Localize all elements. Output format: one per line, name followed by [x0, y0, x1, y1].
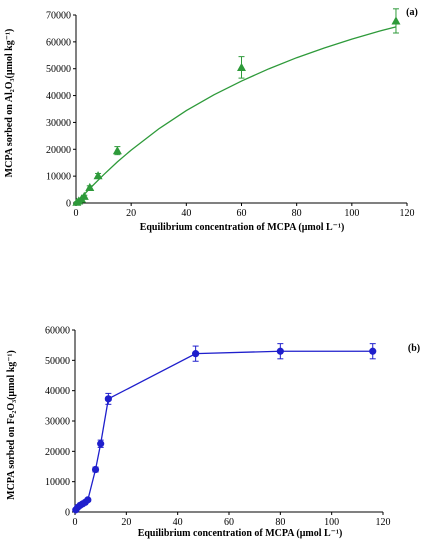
b-y-tick-label: 40000	[45, 386, 70, 397]
chart-b-y-axis-label: MCPA sorbed on Fe₂O₃(μmol kg⁻¹)	[6, 350, 17, 500]
chart-a-svg: 0 20 40 60 80 100 120 0 10000 20000 30000 40000 5000…	[4, 7, 418, 233]
a-data-point	[93, 171, 103, 180]
b-data-point	[84, 496, 92, 504]
chart-b-x-axis-label: Equilibrium concentration of MCPA (μmol …	[138, 528, 343, 539]
chart-a-x-axis-label: Equilibrium concentration of MCPA (μmol …	[140, 222, 345, 233]
chart-b-panel-label: (b)	[408, 343, 420, 354]
b-x-tick-label: 120	[376, 517, 391, 528]
a-fit-line	[75, 26, 397, 204]
a-y-tick-label: 30000	[46, 118, 71, 129]
chart-a-axes	[75, 15, 407, 204]
chart-a-panel-label: (a)	[406, 7, 418, 18]
b-y-tick-label: 50000	[45, 356, 70, 367]
chart-a-fit-curve	[75, 26, 397, 204]
b-data-point	[276, 347, 284, 355]
b-x-tick-label: 80	[275, 517, 285, 528]
chart-b-svg: 0 20 40 60 80 100 120 0 10000 20000 30000 40000 5000…	[6, 326, 420, 540]
a-y-tick-label: 40000	[46, 91, 71, 102]
b-data-point	[97, 440, 105, 448]
chart-panel-a: 0 20 40 60 80 100 120 0 10000 20000 30000 40000 5000…	[0, 0, 438, 260]
chart-b-axes	[74, 330, 383, 513]
b-x-tick-label: 60	[224, 517, 234, 528]
a-y-tick-label: 60000	[46, 37, 71, 48]
chart-panel-b: 0 20 40 60 80 100 120 0 10000 20000 30000 40000 5000…	[0, 290, 438, 550]
b-x-tick-label: 0	[73, 517, 78, 528]
chart-b-series-line	[75, 350, 373, 511]
a-data-point	[237, 62, 246, 71]
b-data-point	[91, 465, 100, 474]
a-x-tick-label: 60	[237, 208, 247, 219]
b-y-tick-label: 10000	[45, 477, 70, 488]
chart-a-y-axis-label: MCPA sorbed on Al₂O₃(μmol kg⁻¹)	[4, 29, 15, 178]
b-y-tick-label: 20000	[45, 447, 70, 458]
a-x-tick-label: 120	[400, 208, 415, 219]
b-x-tick-label: 40	[173, 517, 183, 528]
a-data-point	[85, 182, 95, 192]
chart-a-ticks: 0 20 40 60 80 100 120 0 10000 20000 30000 40000 5000…	[46, 11, 415, 220]
a-x-tick-label: 0	[74, 208, 79, 219]
a-data-point	[391, 16, 401, 25]
b-x-tick-label: 20	[121, 517, 131, 528]
a-y-tick-label: 0	[66, 199, 71, 210]
b-data-point	[192, 350, 200, 358]
a-data-point	[79, 191, 89, 200]
b-series-line	[75, 350, 373, 511]
b-y-tick-label: 0	[65, 508, 70, 519]
a-y-tick-label: 70000	[46, 11, 71, 22]
b-data-point	[104, 395, 112, 403]
a-x-tick-label: 40	[181, 208, 191, 219]
b-x-tick-label: 100	[324, 517, 339, 528]
a-y-tick-label: 10000	[46, 172, 71, 183]
b-y-tick-label: 30000	[45, 417, 70, 428]
a-x-tick-label: 80	[292, 208, 302, 219]
a-data-point	[112, 146, 122, 155]
a-x-tick-label: 100	[344, 208, 359, 219]
chart-b-points	[72, 343, 377, 514]
a-x-tick-label: 20	[126, 208, 136, 219]
chart-b-ticks: 0 20 40 60 80 100 120 0 10000 20000 30000 40000 5000…	[45, 326, 391, 529]
b-y-tick-label: 60000	[45, 326, 70, 337]
a-y-tick-label: 50000	[46, 64, 71, 75]
b-data-point	[369, 347, 377, 355]
chart-a-points	[72, 8, 401, 206]
a-y-tick-label: 20000	[46, 145, 71, 156]
